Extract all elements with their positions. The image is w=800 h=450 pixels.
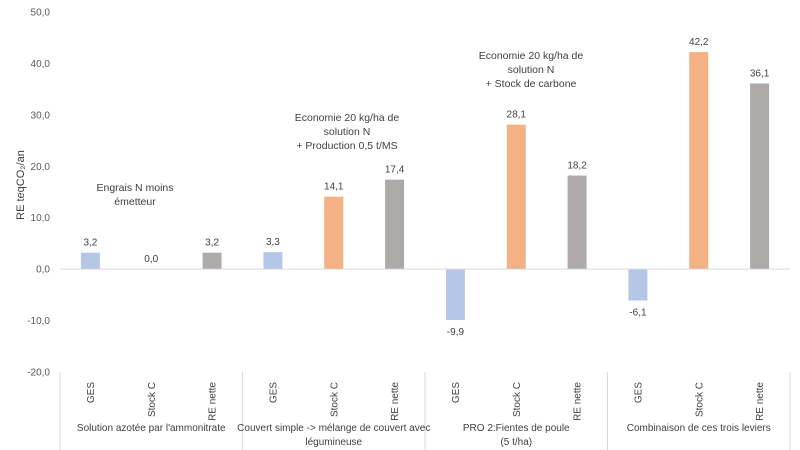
x-category-label: RE nette: [573, 382, 584, 421]
bar: [567, 175, 587, 270]
x-axis: GES Stock C RE nette Solution azotée par l'…: [59, 268, 791, 450]
group-label: Solution azotée par l'ammonitrate: [77, 423, 226, 434]
y-tick-label: 10,0: [31, 213, 51, 224]
group-label: Couvert simple -> mélange de couvert ave…: [237, 423, 430, 434]
x-category-label: RE nette: [208, 382, 219, 421]
bar: [202, 252, 222, 270]
data-label: 36,1: [750, 68, 770, 79]
data-label: 14,1: [324, 182, 344, 193]
data-label: -6,1: [629, 308, 647, 319]
annotation: solution N: [508, 64, 555, 76]
bar: [324, 196, 344, 270]
group-label: Combinaison de ces trois leviers: [627, 423, 771, 434]
y-tick-label: 50,0: [31, 8, 51, 19]
annotations: Engrais N moins émetteur Economie 20 kg/ha…: [96, 50, 583, 208]
x-category-label: Stock C: [694, 382, 705, 417]
data-label: 42,2: [689, 37, 709, 48]
y-tick-label: 30,0: [31, 110, 51, 121]
data-label: 3,2: [83, 238, 97, 249]
data-label: 28,1: [507, 110, 527, 121]
annotation: + Production 0,5 t/MS: [296, 140, 397, 152]
data-label: 3,2: [205, 238, 219, 249]
x-category-label: RE nette: [390, 382, 401, 421]
y-axis-label-group: RE teqCO₂/an: [15, 150, 27, 220]
annotation: solution N: [324, 126, 371, 138]
bar: [263, 252, 283, 270]
data-label: -9,9: [447, 327, 465, 338]
data-label: 0,0: [144, 254, 158, 265]
y-tick-label: -20,0: [27, 368, 50, 379]
annotation: + Stock de carbone: [486, 78, 577, 90]
y-axis: -20,0 -10,0 0,0 10,0 20,0 30,0 40,0 50,0: [27, 8, 50, 379]
annotation: émetteur: [114, 196, 156, 208]
bar: [750, 83, 770, 270]
y-tick-label: 40,0: [31, 59, 51, 70]
group-label: (5 t/ha): [500, 437, 532, 448]
x-category-label: Stock C: [147, 382, 158, 417]
bar: [445, 269, 465, 321]
y-tick-label: 0,0: [36, 265, 50, 276]
bars: [80, 52, 770, 321]
bar: [385, 179, 405, 270]
group-label: PRO 2:Fientes de poule: [463, 423, 570, 434]
annotation: Economie 20 kg/ha de: [479, 50, 584, 62]
data-label: 3,3: [266, 237, 280, 248]
x-category-label: Stock C: [512, 382, 523, 417]
y-tick-label: 20,0: [31, 162, 51, 173]
x-category-label: GES: [451, 382, 462, 403]
data-label: 18,2: [567, 161, 587, 172]
y-axis-label: RE teqCO₂/an: [15, 150, 27, 220]
group-label: légumineuse: [305, 437, 362, 448]
x-category-label: GES: [268, 382, 279, 403]
bar: [506, 124, 526, 270]
data-label: 17,4: [385, 165, 405, 176]
bar: [628, 269, 648, 301]
bar: [689, 52, 709, 270]
y-tick-label: -10,0: [27, 316, 50, 327]
x-category-label: GES: [86, 382, 97, 403]
x-category-label: RE nette: [755, 382, 766, 421]
annotation: Engrais N moins: [96, 182, 173, 194]
x-category-label: GES: [633, 382, 644, 403]
data-labels: 3,2 0,0 3,2 3,3 14,1 17,4 -9,9 28,1 18,2 -6,1 42,2…: [83, 37, 769, 338]
bar: [80, 252, 100, 270]
x-category-label: Stock C: [329, 382, 340, 417]
annotation: Economie 20 kg/ha de: [295, 112, 400, 124]
